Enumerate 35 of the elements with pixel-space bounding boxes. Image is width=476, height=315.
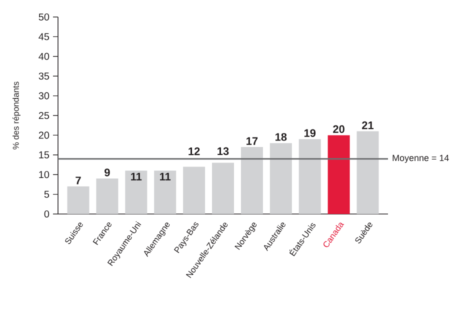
y-tick-label: 45 (38, 33, 50, 40)
data-label: 7 (76, 176, 81, 184)
bar (67, 186, 90, 214)
bar (154, 170, 176, 214)
bar (96, 178, 118, 214)
y-tick-label: 0 (44, 210, 50, 218)
y-tick-label: 25 (38, 112, 50, 120)
data-label: 17 (246, 137, 258, 145)
y-tick-label: 15 (39, 151, 50, 158)
y-tick-label: 20 (38, 132, 50, 139)
bar (356, 131, 379, 214)
bar (298, 139, 321, 214)
y-tick-label: 35 (38, 72, 50, 80)
data-label: 11 (131, 172, 142, 180)
bar (183, 166, 206, 214)
y-axis-title: % des répondants (12, 82, 20, 150)
data-label: 11 (160, 172, 171, 180)
data-label: 19 (304, 129, 316, 137)
ref-line-label: Moyenne = 14 (392, 154, 449, 163)
data-label: 12 (188, 147, 200, 156)
data-label: 13 (218, 147, 229, 156)
bar (125, 170, 148, 214)
data-label: 20 (333, 125, 344, 134)
y-tick-label: 30 (38, 92, 50, 100)
bar (328, 135, 350, 214)
bar (270, 143, 292, 214)
y-tick-label: 10 (39, 171, 50, 178)
bar (240, 147, 263, 214)
data-label: 21 (362, 121, 374, 130)
y-tick-label: 5 (44, 190, 50, 198)
data-label: 18 (275, 133, 287, 141)
bar (212, 162, 234, 214)
data-label: 9 (104, 168, 110, 176)
y-tick-label: 50 (38, 13, 50, 21)
y-tick-label: 40 (38, 52, 50, 60)
